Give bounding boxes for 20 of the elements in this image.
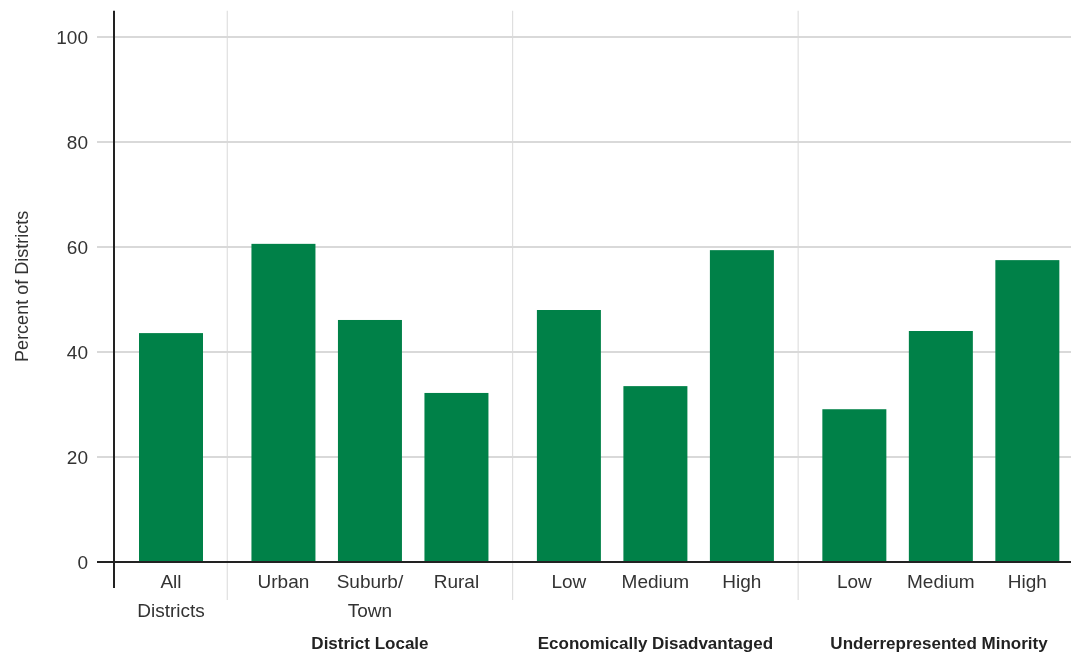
x-tick-label: All Districts	[137, 571, 205, 621]
x-tick-label: Suburb/Town	[336, 571, 404, 621]
text: Economically Disadvantaged	[537, 634, 774, 653]
x-tick-label: Urban	[257, 571, 310, 592]
y-tick-label: 40	[66, 341, 88, 363]
y-tick-label: 60	[66, 236, 88, 258]
x-tick-label: Low	[836, 571, 873, 592]
y-axis-title: Percent of Districts	[12, 210, 32, 362]
y-tick-label: 20	[66, 446, 88, 468]
x-tick-label: High	[1007, 571, 1047, 592]
x-tick-label: Medium	[621, 571, 690, 592]
y-tick-label: 0	[77, 551, 88, 573]
x-tick-label: Low	[551, 571, 587, 592]
x-tick-label: Medium	[907, 571, 975, 592]
x-tick-label: Rural	[433, 571, 480, 592]
y-tick-label: 100	[56, 26, 88, 48]
text: Underrepresented Minority	[830, 634, 1049, 653]
x-tick-label: High	[722, 571, 762, 592]
y-tick-label: 80	[66, 131, 88, 153]
text: District Locale	[311, 634, 429, 653]
